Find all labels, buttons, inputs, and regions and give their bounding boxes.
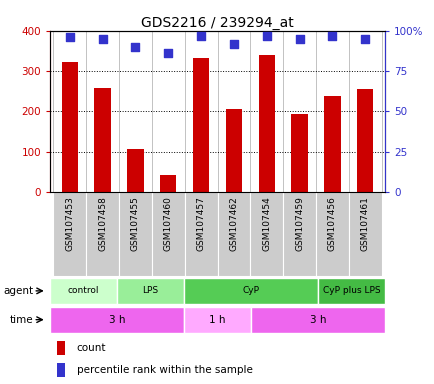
Text: GSM107457: GSM107457 xyxy=(196,196,205,251)
Point xyxy=(230,41,237,47)
Text: GSM107454: GSM107454 xyxy=(262,196,271,251)
Text: CyP: CyP xyxy=(242,286,259,295)
Text: agent: agent xyxy=(3,286,33,296)
Bar xyxy=(356,89,373,192)
Text: GSM107462: GSM107462 xyxy=(229,196,238,251)
Text: CyP plus LPS: CyP plus LPS xyxy=(322,286,379,295)
Point xyxy=(361,36,368,42)
Text: GSM107460: GSM107460 xyxy=(163,196,172,251)
Bar xyxy=(184,307,250,333)
Text: 3 h: 3 h xyxy=(309,314,326,325)
Text: GSM107453: GSM107453 xyxy=(65,196,74,251)
Bar xyxy=(348,192,381,276)
Text: GSM107456: GSM107456 xyxy=(327,196,336,251)
Point xyxy=(296,36,302,42)
Bar xyxy=(53,192,86,276)
Point xyxy=(66,34,73,40)
Point xyxy=(197,33,204,39)
Text: GSM107458: GSM107458 xyxy=(98,196,107,251)
Bar xyxy=(50,307,184,333)
Bar xyxy=(225,109,242,192)
Text: percentile rank within the sample: percentile rank within the sample xyxy=(77,364,252,374)
Bar xyxy=(250,192,283,276)
Point xyxy=(99,36,106,42)
Bar xyxy=(317,278,384,304)
Point xyxy=(263,33,270,39)
Bar xyxy=(117,278,184,304)
Bar xyxy=(323,96,340,192)
Bar xyxy=(50,278,117,304)
Text: 3 h: 3 h xyxy=(108,314,125,325)
Text: GSM107455: GSM107455 xyxy=(131,196,140,251)
Bar xyxy=(184,192,217,276)
Bar xyxy=(217,192,250,276)
Bar xyxy=(61,62,78,192)
Bar xyxy=(184,278,317,304)
Text: control: control xyxy=(68,286,99,295)
Text: GSM107461: GSM107461 xyxy=(360,196,369,251)
Point xyxy=(328,33,335,39)
Text: LPS: LPS xyxy=(142,286,158,295)
Bar xyxy=(119,192,151,276)
Bar xyxy=(151,192,184,276)
Bar xyxy=(315,192,348,276)
Text: count: count xyxy=(77,343,106,353)
Bar xyxy=(86,192,119,276)
Bar xyxy=(258,55,274,192)
Point xyxy=(164,50,171,56)
Bar xyxy=(291,114,307,192)
Bar xyxy=(283,192,315,276)
Text: GSM107459: GSM107459 xyxy=(294,196,303,251)
Point xyxy=(132,44,138,50)
Bar xyxy=(127,149,143,192)
Bar xyxy=(192,58,209,192)
Text: time: time xyxy=(10,314,33,325)
Bar xyxy=(160,175,176,192)
Bar xyxy=(94,88,111,192)
Text: 1 h: 1 h xyxy=(209,314,225,325)
Bar xyxy=(56,341,65,355)
Bar xyxy=(56,362,65,376)
Title: GDS2216 / 239294_at: GDS2216 / 239294_at xyxy=(141,16,293,30)
Bar xyxy=(250,307,384,333)
